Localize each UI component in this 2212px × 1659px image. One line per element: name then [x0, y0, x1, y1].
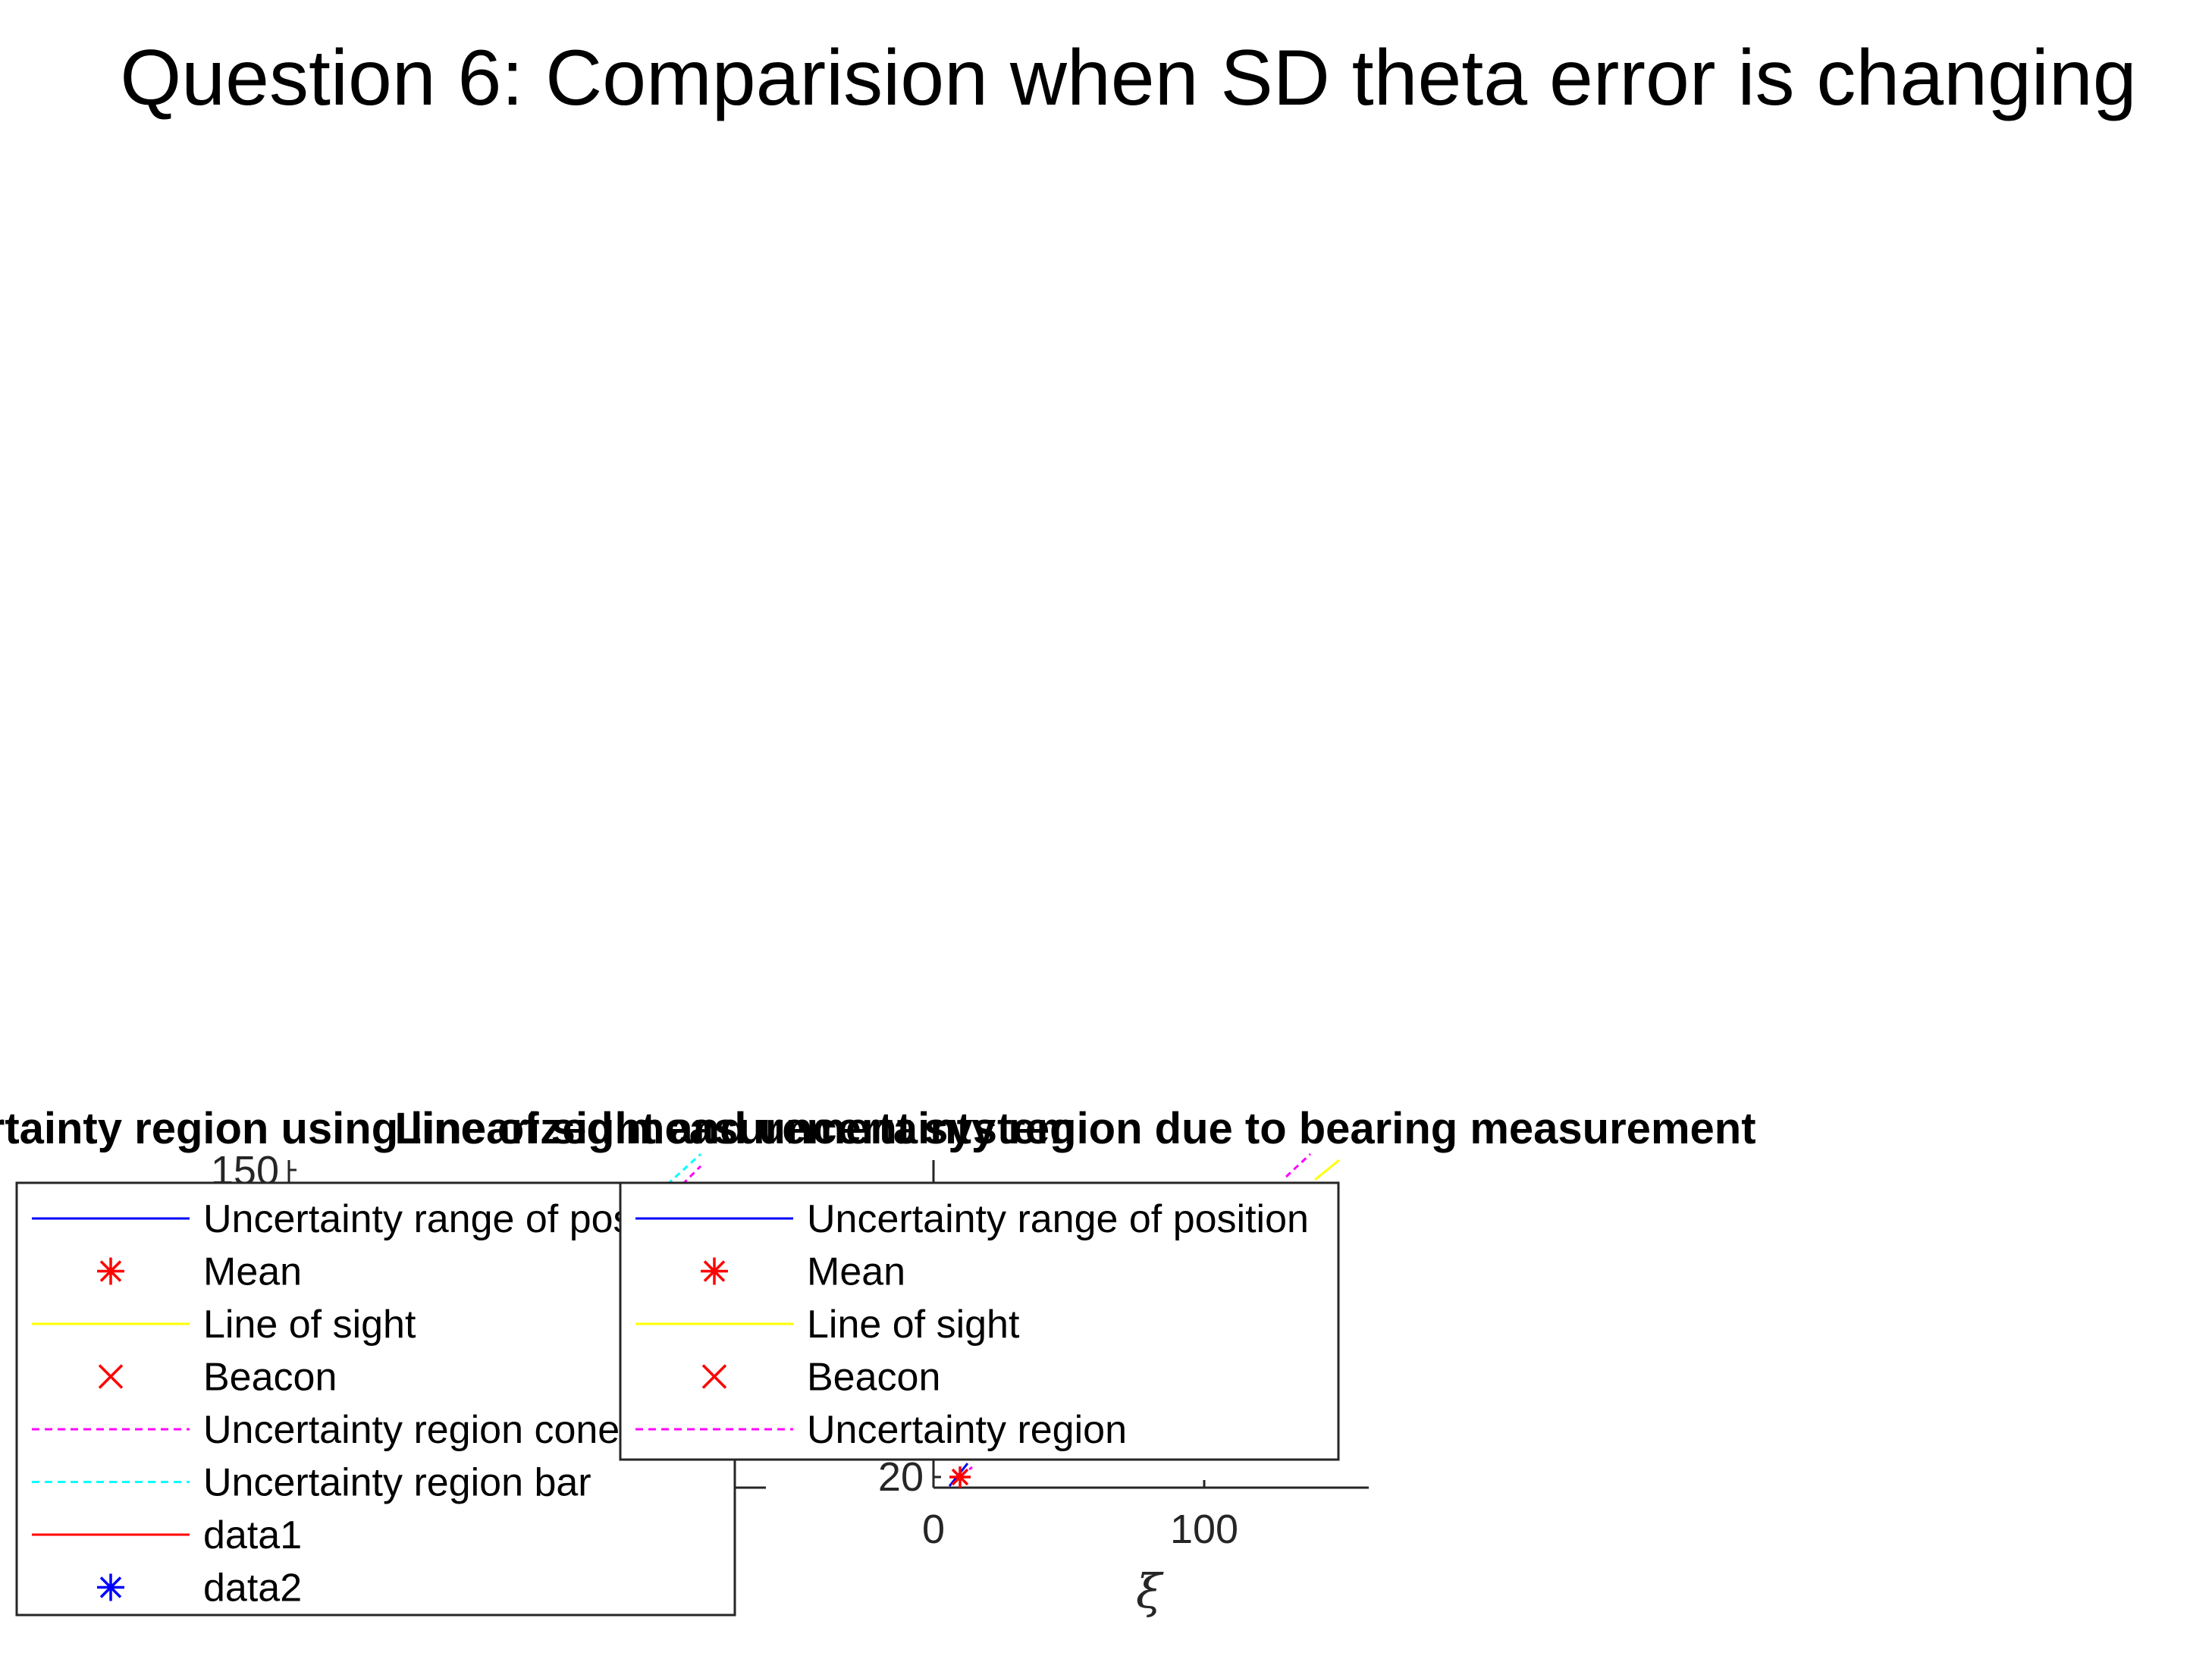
chart2-legend-box [619, 1181, 1340, 1461]
chart1-legend-entry-label-2: Line of sight [203, 1303, 416, 1347]
chart2-x-axis-label: ξ [1136, 1563, 1164, 1619]
chart2-legend-entry-label-0: Uncertainty range of position [807, 1197, 1309, 1241]
chart1-legend-entry-label-1: Mean [203, 1250, 302, 1294]
chart-2: 0 100 20 ξ [878, 1153, 1369, 1619]
chart2-y-tick-label-20: 20 [878, 1454, 924, 1500]
chart2-x-tick-label-100: 100 [1170, 1507, 1238, 1552]
chart2-mean-marker [949, 1466, 971, 1488]
chart1-legend-entry-label-4: Uncertainty region cone [203, 1408, 620, 1452]
chart1-legend-entry-label-5: Uncertainty region bar [203, 1461, 591, 1505]
chart2-legend-entry-label-2: Line of sight [807, 1303, 1020, 1347]
chart1-legend-entry-symbol-7 [97, 1573, 124, 1601]
chart2-legend-entry-symbol-1 [701, 1257, 728, 1285]
chart2-legend-entry-label-1: Mean [807, 1250, 905, 1294]
chart1-legend-entry-symbol-3 [98, 1364, 124, 1389]
chart1-title: Uncertainty region using linearized meas… [0, 1104, 1075, 1153]
chart1-legend-entry-label-7: data2 [203, 1566, 302, 1610]
chart1-uncertainty-cone [681, 1165, 702, 1186]
chart2-line-of-sight [1314, 1159, 1340, 1181]
chart2-x-tick-label-0: 0 [922, 1507, 945, 1552]
chart2-legend: Uncertainty range of position Mean Line of… [619, 1181, 1340, 1461]
chart1-legend-box [15, 1181, 736, 1617]
chart1-uncertainty-bar [666, 1153, 702, 1186]
chart1-legend-entry-label-6: data1 [203, 1513, 302, 1557]
chart2-legend-entry-symbol-3 [701, 1364, 727, 1389]
chart2-legend-entry-label-4: Uncertainty region [807, 1408, 1127, 1452]
chart2-uncertainty-region [1285, 1153, 1312, 1178]
chart2-title: Line of sight and uncertainty region due… [394, 1104, 1755, 1153]
chart1-legend-entry-symbol-1 [97, 1257, 124, 1285]
figure-suptitle: Question 6: Comparision when SD theta er… [120, 34, 2136, 122]
chart2-legend-entry-label-3: Beacon [807, 1356, 940, 1400]
chart1-legend-entry-label-3: Beacon [203, 1356, 337, 1400]
